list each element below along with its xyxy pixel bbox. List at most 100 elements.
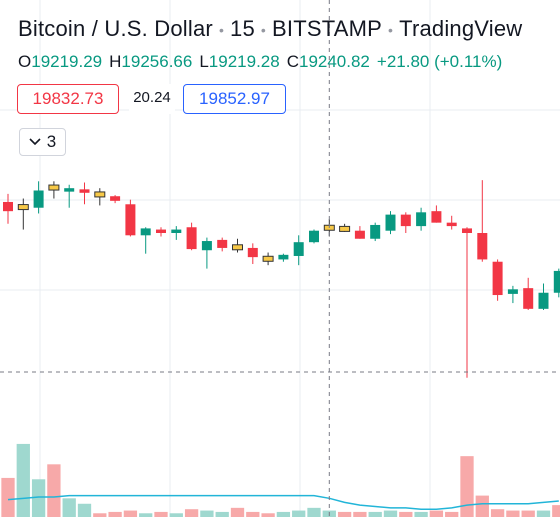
volume-bar — [292, 510, 306, 517]
volume-bar — [536, 510, 551, 517]
source-label: TradingView — [399, 16, 523, 41]
candle — [293, 235, 304, 266]
candle-body — [416, 212, 427, 227]
candle — [171, 226, 182, 240]
volume-bar — [445, 511, 459, 517]
candles-pane — [3, 180, 560, 378]
candle — [385, 211, 396, 235]
high-value: 19256.66 — [121, 52, 193, 71]
separator-dot: • — [388, 22, 394, 39]
candle — [247, 243, 258, 265]
volume-bar — [93, 513, 107, 517]
volume-bar — [552, 505, 560, 517]
candle — [477, 180, 488, 262]
candle-body — [156, 229, 166, 233]
candle — [507, 285, 518, 304]
separator-dot: • — [218, 22, 225, 39]
collapse-indicators-button[interactable]: 3 — [19, 128, 66, 156]
volume-bar — [215, 511, 229, 517]
candle-body — [64, 188, 75, 192]
open-value: 19219.29 — [31, 52, 103, 71]
candle-body — [492, 261, 503, 296]
volume-bar — [154, 511, 168, 517]
candle-body — [446, 222, 457, 227]
indicator-count: 3 — [46, 132, 57, 151]
candle — [79, 182, 90, 205]
volume-bar — [475, 495, 489, 517]
candle — [186, 222, 197, 251]
volume-bar — [169, 513, 183, 517]
symbol-name: Bitcoin / U.S. Dollar — [18, 16, 213, 41]
candle — [354, 226, 365, 239]
candle — [553, 268, 560, 298]
candle-body — [201, 241, 212, 251]
candle-body — [370, 224, 381, 239]
candle — [110, 195, 121, 204]
volume-bar — [230, 507, 245, 517]
candle — [339, 223, 351, 232]
volume-bar — [353, 511, 367, 517]
volume-bar — [521, 510, 535, 517]
candle-body — [171, 229, 182, 233]
candle — [416, 207, 427, 231]
close-value: 19240.82 — [298, 52, 370, 71]
volume-bar — [139, 513, 153, 517]
low-label: L — [199, 52, 209, 71]
candle-body — [110, 196, 121, 201]
candle — [232, 238, 243, 253]
volume-bar — [383, 510, 398, 517]
indicator-value-blue: 19852.97 — [183, 84, 286, 114]
volume-bar — [276, 511, 291, 517]
candle-body — [293, 242, 304, 256]
candle-body — [17, 204, 29, 211]
candle-body — [125, 204, 136, 236]
volume-bar — [506, 510, 520, 517]
candle-body — [94, 191, 106, 198]
candle-body — [553, 270, 560, 293]
volume-bar — [399, 511, 413, 517]
candle-body — [278, 254, 289, 260]
candle — [33, 181, 44, 214]
candle-body — [538, 292, 549, 309]
volume-bar — [246, 511, 260, 517]
candle — [446, 215, 457, 230]
volume-bar — [184, 509, 199, 517]
candle — [538, 283, 549, 310]
candle — [64, 184, 75, 208]
volume-bar — [261, 513, 275, 517]
candle — [431, 205, 442, 223]
candle-body — [217, 239, 228, 248]
candle-body — [523, 288, 534, 309]
indicator-value-red: 19832.73 — [17, 84, 119, 114]
candle-body — [232, 244, 243, 251]
symbol-title[interactable]: Bitcoin / U.S. Dollar • 15 • BITSTAMP • Tradin… — [18, 16, 522, 42]
change-value: +21.80 (+0.11%) — [376, 52, 503, 71]
volume-bar — [429, 510, 444, 517]
candle-body — [462, 228, 472, 233]
exchange-label: BITSTAMP — [272, 16, 383, 41]
candle — [17, 198, 29, 230]
candle-body — [79, 189, 90, 193]
close-label: C — [286, 52, 299, 71]
candle — [140, 227, 151, 254]
candle — [125, 199, 136, 237]
candle — [462, 227, 472, 378]
candle-body — [354, 230, 365, 239]
volume-bar — [62, 498, 76, 517]
candle-body — [186, 227, 197, 250]
candle-body — [385, 214, 396, 231]
candle — [201, 237, 212, 269]
volume-bar — [200, 510, 214, 517]
candle-body — [507, 289, 518, 294]
candle-body — [247, 247, 258, 258]
candle-body — [339, 225, 351, 232]
volume-bar — [16, 443, 30, 517]
candle — [262, 252, 274, 266]
volume-bar — [108, 511, 122, 517]
volume-bar — [414, 511, 428, 517]
volume-bar — [47, 464, 61, 517]
candle — [400, 212, 411, 233]
candle — [523, 277, 534, 310]
